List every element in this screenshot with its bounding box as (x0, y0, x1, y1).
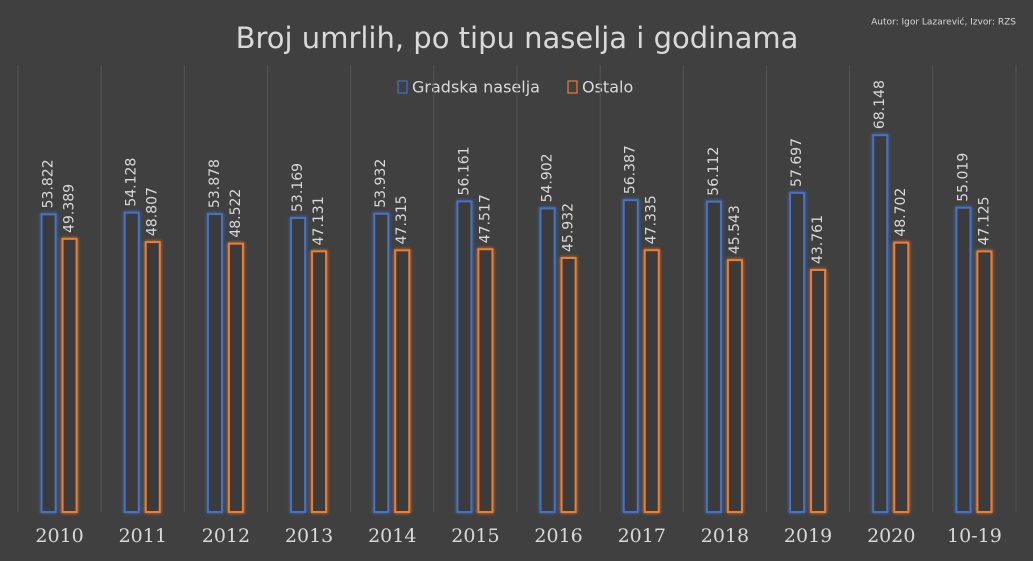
bar (893, 241, 910, 513)
x-tick-label: 2010 (35, 525, 83, 547)
bar (789, 191, 806, 514)
bar (144, 241, 161, 513)
data-label: 47.517 (477, 194, 493, 243)
x-tick-label: 2011 (119, 525, 167, 547)
legend-swatch (567, 80, 578, 94)
bar (456, 200, 473, 514)
data-label: 45.543 (727, 205, 743, 254)
legend: Gradska naselja Ostalo (397, 78, 633, 97)
data-label: 53.169 (290, 163, 306, 212)
bar (61, 237, 78, 513)
legend-label: Ostalo (582, 78, 633, 97)
data-label: 68.148 (872, 80, 888, 129)
bar (955, 206, 972, 513)
bar (227, 242, 244, 513)
data-label: 47.131 (311, 196, 327, 245)
legend-label: Gradska naselja (412, 78, 540, 97)
bar (726, 259, 743, 513)
source-note: Autor: Igor Lazarević, Izvor: RZS (871, 17, 1016, 28)
data-label: 47.125 (976, 196, 992, 245)
bar (40, 213, 57, 513)
bar (206, 213, 223, 513)
bar (373, 212, 390, 513)
bar (311, 250, 328, 513)
bar (290, 216, 307, 513)
data-label: 47.315 (394, 195, 410, 244)
bar (477, 248, 494, 513)
data-label: 55.019 (955, 153, 971, 202)
x-tick-label: 2012 (202, 525, 250, 547)
bar (622, 199, 639, 513)
x-tick-label: 2018 (701, 525, 749, 547)
data-label: 45.932 (561, 203, 577, 252)
chart-title: Broj umrlih, po tipu naselja i godinama (236, 21, 799, 55)
data-label: 54.902 (540, 153, 556, 202)
x-tick-label: 2013 (285, 525, 333, 547)
data-label: 48.807 (145, 187, 161, 236)
x-tick-label: 2015 (451, 525, 499, 547)
data-label: 56.161 (456, 146, 472, 195)
x-tick-label: 2020 (867, 525, 915, 547)
x-tick-label: 2019 (784, 525, 832, 547)
data-label: 49.389 (62, 184, 78, 233)
legend-swatch (397, 80, 408, 94)
data-label: 53.932 (373, 159, 389, 208)
data-label: 56.387 (623, 145, 639, 194)
bar (705, 200, 722, 513)
data-label: 53.822 (41, 159, 57, 208)
data-label: 43.761 (810, 215, 826, 264)
bar (123, 211, 140, 514)
bar (872, 134, 889, 513)
data-label: 53.878 (207, 159, 223, 208)
data-label: 48.522 (228, 189, 244, 238)
data-label: 54.128 (124, 158, 140, 207)
data-label: 47.335 (644, 195, 660, 244)
data-label: 48.702 (893, 188, 909, 237)
x-tick-label: 2017 (618, 525, 666, 547)
data-label: 57.697 (789, 138, 805, 187)
bar (394, 249, 411, 513)
x-tick-label: 2014 (368, 525, 416, 547)
bar (810, 269, 827, 514)
bar (976, 250, 993, 513)
data-label: 56.112 (706, 147, 722, 196)
bar (560, 256, 577, 513)
bar (643, 249, 660, 513)
x-tick-label: 2016 (534, 525, 582, 547)
x-tick-label: 10-19 (947, 525, 1002, 547)
bar (539, 207, 556, 513)
